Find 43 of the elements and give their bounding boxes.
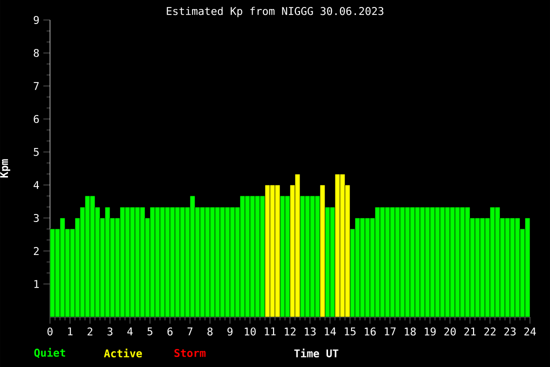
chart-title: Estimated Kp from NIGGG 30.06.2023 (166, 6, 384, 18)
bar (304, 196, 310, 318)
y-tick-label: 6 (34, 114, 39, 124)
bar (354, 218, 360, 318)
x-tick-label: 5 (148, 327, 152, 336)
y-tick-label: 1 (34, 280, 39, 288)
y-tick-label: 2 (34, 247, 39, 255)
x-tick-label: 0 (47, 327, 53, 336)
x-tick-label: 4 (127, 327, 133, 336)
x-tick-label: 16 (364, 327, 376, 336)
x-tick-label: 9 (227, 327, 232, 336)
x-tick-label: 22 (484, 327, 496, 336)
x-tick-label: 18 (404, 327, 416, 336)
x-tick-label: 23 (504, 327, 516, 336)
y-tick-label: 8 (34, 48, 39, 58)
y-tick-label: 9 (34, 16, 39, 24)
x-tick-label: 3 (108, 327, 112, 336)
x-tick-label: 19 (424, 327, 436, 336)
y-axis-title: Kpm (0, 159, 10, 178)
x-tick-label: 11 (264, 327, 276, 336)
x-tick-label: 13 (304, 327, 316, 336)
x-tick-label: 20 (444, 327, 456, 336)
x-axis-title: Time UT (294, 348, 338, 358)
x-tick-label: 8 (207, 327, 213, 336)
x-tick-label: 1 (68, 327, 72, 336)
legend-label: Storm (174, 348, 206, 358)
x-tick-label: 17 (384, 327, 396, 336)
y-tick-label: 3 (34, 214, 39, 222)
bar (50, 228, 56, 318)
x-tick-label: 24 (524, 327, 536, 336)
x-tick-label: 2 (88, 327, 92, 336)
x-tick-label: 10 (244, 327, 256, 336)
y-tick-label: 4 (34, 181, 40, 189)
x-tick-label: 6 (167, 327, 173, 336)
text: Active (104, 348, 142, 358)
y-tick-label: 5 (34, 148, 39, 156)
y-tick-label: 7 (34, 82, 39, 90)
text: Quiet (34, 348, 66, 358)
x-tick-label: 15 (344, 327, 356, 336)
x-tick-label: 12 (284, 327, 296, 336)
x-tick-label: 7 (188, 327, 192, 336)
x-tick-label: 21 (464, 327, 476, 336)
x-tick-label: 14 (324, 327, 336, 336)
